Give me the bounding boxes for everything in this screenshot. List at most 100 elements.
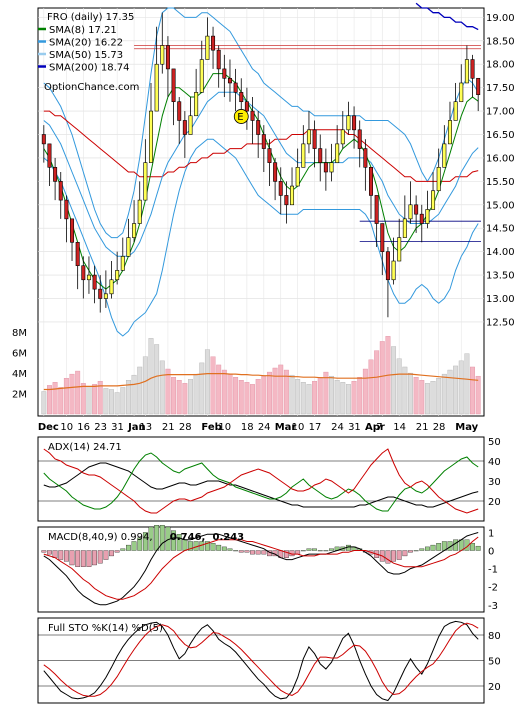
legend-entry: SMA(8) 17.21 [49, 25, 117, 36]
volume-bar [131, 374, 137, 415]
volume-bar [80, 383, 86, 415]
candle-body [419, 213, 424, 224]
candle-body [402, 218, 407, 238]
x-axis-tick-label: 21 [416, 422, 429, 433]
candle-body [261, 134, 266, 149]
macd-histogram-bar [238, 550, 244, 553]
volume-bar [97, 381, 103, 415]
x-axis-tick-label: 17 [309, 422, 322, 433]
candle-body [323, 162, 328, 173]
adx-axis-tick-label: 40 [488, 457, 501, 468]
macd-histogram-bar [419, 548, 425, 551]
volume-bar [351, 381, 357, 415]
candle-body [182, 120, 187, 135]
volume-bar [86, 386, 92, 415]
macd-histogram-bar [142, 532, 148, 551]
macd-title-part: MACD(8,40,9) 0.994, [48, 532, 153, 543]
volume-bar [357, 377, 363, 415]
volume-bar [267, 371, 272, 415]
volume-axis-tick-label: 6M [12, 349, 27, 360]
volume-bar [216, 364, 222, 415]
price-panel-frame [37, 7, 485, 417]
price-axis-tick-label: 14.00 [486, 247, 515, 258]
volume-bar [63, 378, 69, 415]
chart-title: FRO (daily) 17.35 [47, 12, 134, 23]
x-axis-tick-label: May [455, 422, 478, 433]
candle-body [431, 190, 436, 210]
candle-body [363, 148, 368, 168]
candle-body [222, 68, 227, 79]
price-axis-tick-label: 13.50 [486, 271, 515, 282]
price-axis-tick-label: 13.00 [486, 294, 515, 305]
macd-histogram-bar [306, 548, 312, 551]
volume-axis-tick-label: 4M [12, 369, 27, 380]
candle-body [352, 115, 357, 131]
macd-title-part: 0.243 [213, 532, 245, 543]
volume-average-line [43, 373, 479, 391]
x-axis-tick-label: 31 [111, 422, 124, 433]
candle-body [244, 101, 249, 112]
x-axis-tick-label: Feb [201, 422, 221, 433]
macd-histogram-bar [475, 545, 481, 551]
volume-bar [436, 378, 442, 415]
candle-body [284, 195, 289, 206]
volume-bar [199, 362, 205, 415]
volume-bar [323, 371, 329, 415]
adx-axis-tick-label: 50 [488, 437, 501, 448]
x-axis-tick-label: 28 [433, 422, 446, 433]
volume-bar [278, 364, 284, 415]
macd-histogram-bar [323, 550, 329, 552]
macd-histogram-bar [283, 550, 289, 558]
price-axis-tick-label: 12.50 [486, 317, 515, 328]
candle-body [442, 143, 447, 168]
adx-series-line [43, 462, 479, 508]
candle-body [81, 265, 86, 281]
candle-body [385, 251, 390, 281]
volume-bar [362, 368, 368, 415]
macd-axis-tick-label: -3 [488, 601, 498, 612]
candle-body [329, 162, 334, 173]
macd-histogram-bar [86, 550, 92, 567]
volume-bar [221, 369, 227, 415]
volume-bar [295, 379, 301, 415]
macd-histogram-bar [188, 541, 193, 551]
adx-series-line [43, 452, 479, 512]
candle-body [199, 59, 204, 93]
candle-body [391, 260, 396, 281]
sma200-line [415, 2, 479, 31]
candle-body [476, 77, 481, 95]
volume-bar [368, 359, 374, 415]
macd-histogram-bar [75, 550, 81, 567]
macd-histogram-bar [317, 550, 323, 552]
volume-bar [176, 380, 182, 415]
volume-bar [464, 353, 470, 415]
volume-bar [470, 366, 475, 415]
volume-bar [391, 346, 397, 415]
volume-bar [408, 372, 413, 415]
stochastic-axis-tick-label: 20 [488, 682, 501, 693]
macd-histogram-bar [58, 550, 64, 560]
volume-bar [171, 377, 177, 415]
volume-bar [340, 382, 346, 415]
volume-bar [379, 341, 385, 415]
macd-histogram-bar [396, 550, 402, 560]
volume-bar [137, 366, 143, 415]
sma50-line [43, 110, 479, 182]
volume-bar [75, 370, 81, 415]
candle-body [425, 209, 430, 224]
candle-body [239, 92, 244, 103]
macd-histogram-bar [41, 550, 47, 553]
macd-histogram-bar [436, 543, 442, 551]
volume-bar [233, 377, 239, 415]
candle-body [459, 82, 464, 103]
volume-bar [103, 388, 109, 415]
bollinger-upper-line [43, 7, 479, 239]
candle-body [408, 204, 413, 220]
x-axis-tick-label: 10 [292, 422, 305, 433]
stochastic-series-line [43, 620, 479, 702]
volume-bar [154, 344, 160, 415]
macd-histogram-bar [413, 550, 419, 552]
x-axis-tick-label: 24 [331, 422, 344, 433]
macd-histogram-bar [402, 550, 408, 557]
